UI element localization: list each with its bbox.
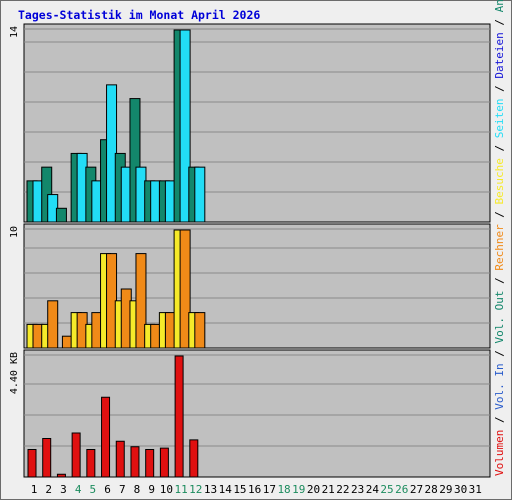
legend-entry-8: Besuche bbox=[493, 158, 506, 204]
x-tick-label-22: 22 bbox=[336, 483, 349, 496]
x-tick-label-31: 31 bbox=[469, 483, 482, 496]
x-tick-label-27: 27 bbox=[410, 483, 423, 496]
x-tick-label-3: 3 bbox=[60, 483, 67, 496]
legend-entry-1: / bbox=[493, 410, 506, 430]
bar-rechner-day-8 bbox=[135, 253, 147, 349]
x-tick-label-20: 20 bbox=[307, 483, 320, 496]
x-tick-label-10: 10 bbox=[160, 483, 173, 496]
x-tick-label-23: 23 bbox=[351, 483, 364, 496]
bar-volumen-day-10 bbox=[159, 447, 169, 478]
x-tick-label-30: 30 bbox=[454, 483, 467, 496]
x-tick-label-25: 25 bbox=[380, 483, 393, 496]
x-tick-label-29: 29 bbox=[439, 483, 452, 496]
bar-volumen-day-3 bbox=[56, 473, 66, 478]
bar-anfragen-day-3 bbox=[55, 207, 67, 223]
legend-entry-6: Rechner bbox=[493, 224, 506, 271]
x-tick-label-17: 17 bbox=[263, 483, 276, 496]
right-legend: Volumen / Vol. In / Vol. Out / Rechner /… bbox=[493, 0, 506, 476]
y-max-label: 4.40 KB bbox=[9, 352, 20, 394]
x-tick-label-1: 1 bbox=[31, 483, 38, 496]
x-tick-label-2: 2 bbox=[45, 483, 52, 496]
bar-volumen-day-12 bbox=[189, 439, 199, 478]
legend-entry-4: Vol. Out bbox=[493, 291, 506, 344]
legend-entry-13: / bbox=[493, 12, 506, 32]
bar-volumen-day-4 bbox=[71, 432, 81, 478]
bar-seiten-day-12 bbox=[194, 166, 206, 223]
legend-entry-5: / bbox=[493, 271, 506, 291]
x-tick-label-24: 24 bbox=[366, 483, 380, 496]
legend-entry-9: / bbox=[493, 138, 506, 158]
legend-entry-14: Anfragen bbox=[493, 0, 506, 12]
chart-panel-2: 10 bbox=[9, 223, 491, 349]
x-tick-label-5: 5 bbox=[90, 483, 97, 496]
bar-volumen-day-9 bbox=[145, 449, 155, 478]
x-tick-label-13: 13 bbox=[204, 483, 217, 496]
x-tick-label-15: 15 bbox=[233, 483, 246, 496]
y-max-label: 14 bbox=[9, 26, 20, 38]
legend-entry-10: Seiten bbox=[493, 98, 506, 138]
bar-seiten-day-11 bbox=[179, 29, 191, 223]
bar-rechner-day-12 bbox=[194, 312, 206, 349]
x-tick-label-19: 19 bbox=[292, 483, 305, 496]
legend-entry-11: / bbox=[493, 79, 506, 99]
bar-anfragen-day-8 bbox=[129, 98, 141, 223]
bar-volumen-day-8 bbox=[130, 446, 140, 478]
legend-entry-2: Vol. In bbox=[493, 363, 506, 409]
legend-entry-12: Dateien bbox=[493, 32, 506, 78]
x-tick-label-14: 14 bbox=[219, 483, 233, 496]
bar-rechner-day-2 bbox=[47, 300, 59, 349]
bar-rechner-day-11 bbox=[179, 229, 191, 349]
x-tick-label-9: 9 bbox=[148, 483, 155, 496]
chart-panel-3: 4.40 KB bbox=[9, 349, 491, 478]
bar-volumen-day-7 bbox=[115, 440, 125, 478]
bar-volumen-day-1 bbox=[27, 449, 37, 478]
chart-panel-1: 14 bbox=[9, 23, 491, 223]
legend-entry-0: Volumen bbox=[493, 430, 506, 476]
x-tick-label-12: 12 bbox=[189, 483, 202, 496]
x-tick-label-11: 11 bbox=[174, 483, 187, 496]
x-tick-label-7: 7 bbox=[119, 483, 126, 496]
legend-entry-3: / bbox=[493, 344, 506, 364]
bar-volumen-day-2 bbox=[42, 438, 52, 478]
x-tick-label-21: 21 bbox=[322, 483, 335, 496]
y-max-label: 10 bbox=[9, 226, 20, 238]
bar-volumen-day-11 bbox=[174, 355, 184, 478]
bar-volumen-day-5 bbox=[86, 449, 96, 478]
chart-title: Tages-Statistik im Monat April 2026 bbox=[18, 8, 261, 22]
x-tick-label-26: 26 bbox=[395, 483, 408, 496]
legend-entry-7: / bbox=[493, 204, 506, 224]
x-tick-label-4: 4 bbox=[75, 483, 82, 496]
x-tick-label-8: 8 bbox=[134, 483, 141, 496]
x-tick-label-28: 28 bbox=[425, 483, 438, 496]
x-tick-label-6: 6 bbox=[104, 483, 111, 496]
bar-volumen-day-6 bbox=[101, 396, 111, 478]
x-tick-label-18: 18 bbox=[277, 483, 290, 496]
x-tick-label-16: 16 bbox=[248, 483, 261, 496]
